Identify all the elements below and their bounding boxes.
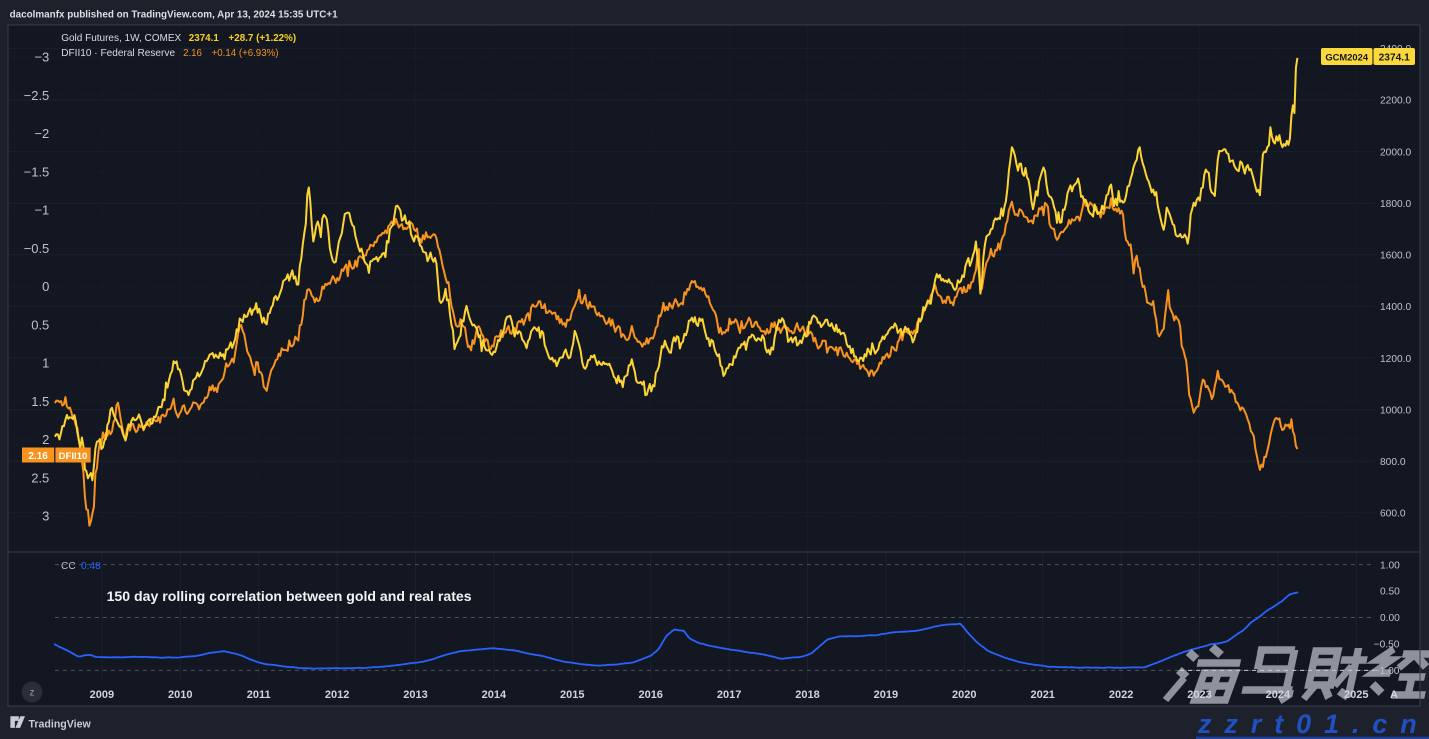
svg-text:2015: 2015: [560, 689, 584, 701]
svg-text:2021: 2021: [1030, 689, 1054, 701]
svg-text:2374.1 +28.7 (+1.22%): 2374.1 +28.7 (+1.22%): [189, 33, 296, 44]
svg-text:2010: 2010: [168, 689, 192, 701]
svg-text:z: z: [30, 688, 35, 699]
svg-text:1.5: 1.5: [31, 394, 49, 409]
svg-text:−1: −1: [34, 203, 49, 218]
svg-text:DFII10: DFII10: [59, 451, 88, 462]
svg-text:2024: 2024: [1266, 689, 1291, 701]
svg-text:GCM2024: GCM2024: [1325, 51, 1369, 62]
svg-text:−2: −2: [34, 126, 49, 141]
svg-text:2.16: 2.16: [28, 451, 48, 462]
svg-text:−0.50: −0.50: [1374, 640, 1400, 651]
svg-text:3: 3: [42, 509, 49, 524]
svg-text:A: A: [1390, 689, 1398, 701]
svg-text:CC: CC: [61, 561, 76, 572]
svg-text:2016: 2016: [638, 689, 662, 701]
svg-text:1: 1: [42, 356, 49, 371]
svg-text:2022: 2022: [1109, 689, 1133, 701]
svg-text:−0.5: −0.5: [24, 241, 50, 256]
svg-text:1200.0: 1200.0: [1380, 354, 1411, 365]
svg-text:−3: −3: [34, 50, 49, 65]
svg-text:2025: 2025: [1344, 689, 1368, 701]
svg-text:1.00: 1.00: [1380, 560, 1400, 571]
svg-text:2.16 +0.14 (+6.93%): 2.16 +0.14 (+6.93%): [183, 48, 278, 59]
svg-text:−1.5: −1.5: [24, 165, 50, 180]
svg-text:150 day rolling correlation be: 150 day rolling correlation between gold…: [107, 588, 472, 604]
svg-text:2018: 2018: [795, 689, 819, 701]
svg-text:2374.1: 2374.1: [1379, 52, 1410, 63]
svg-text:2009: 2009: [90, 689, 114, 701]
svg-text:2020: 2020: [952, 689, 976, 701]
svg-text:2012: 2012: [325, 689, 349, 701]
svg-text:2000.0: 2000.0: [1380, 147, 1411, 158]
svg-text:0.00: 0.00: [1380, 613, 1400, 624]
svg-text:0.50: 0.50: [1380, 587, 1400, 598]
svg-text:zzrt01.cn: zzrt01.cn: [1197, 709, 1429, 739]
svg-text:0.5: 0.5: [31, 318, 49, 333]
svg-text:2: 2: [42, 432, 49, 447]
svg-text:dacolmanfx published on Tradin: dacolmanfx published on TradingView.com,…: [10, 10, 339, 21]
svg-text:1800.0: 1800.0: [1380, 199, 1411, 210]
svg-text:Gold Futures, 1W, COMEX: Gold Futures, 1W, COMEX: [61, 33, 181, 44]
svg-text:1000.0: 1000.0: [1380, 405, 1411, 416]
svg-text:600.0: 600.0: [1380, 509, 1406, 520]
svg-text:1600.0: 1600.0: [1380, 251, 1411, 262]
svg-text:2014: 2014: [482, 689, 507, 701]
svg-text:800.0: 800.0: [1380, 457, 1406, 468]
svg-text:DFII10 · Federal Reserve: DFII10 · Federal Reserve: [61, 48, 175, 59]
svg-text:−1.00: −1.00: [1374, 666, 1400, 677]
svg-text:TradingView: TradingView: [29, 719, 92, 731]
svg-text:2200.0: 2200.0: [1380, 96, 1411, 107]
svg-text:0.48: 0.48: [81, 561, 101, 572]
svg-text:2017: 2017: [717, 689, 741, 701]
svg-text:2023: 2023: [1187, 689, 1211, 701]
svg-text:2019: 2019: [874, 689, 898, 701]
svg-text:1400.0: 1400.0: [1380, 302, 1411, 313]
svg-text:−2.5: −2.5: [24, 88, 50, 103]
svg-text:2.5: 2.5: [31, 471, 49, 486]
svg-text:0: 0: [42, 279, 49, 294]
svg-text:2013: 2013: [403, 689, 427, 701]
svg-text:2011: 2011: [247, 689, 271, 701]
